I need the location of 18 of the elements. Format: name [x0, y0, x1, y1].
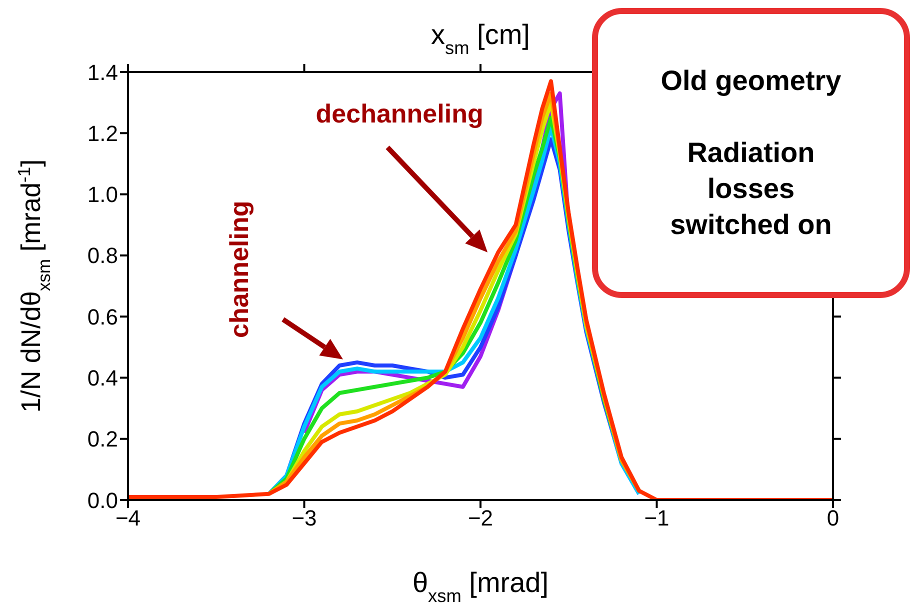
text: Old geometry Radiation losses switched on	[660, 65, 842, 240]
x-tick-label: −4	[115, 506, 141, 531]
y-tick-label: 1.0	[87, 182, 118, 208]
y-tick-label: 1.4	[87, 60, 118, 85]
x2-axis-title: x$_{sm}$ [cm]	[431, 19, 530, 58]
y-tick-label: 1.2	[87, 120, 118, 146]
annotation: channeling	[224, 200, 254, 338]
y-tick-label: 0.0	[87, 488, 118, 513]
x-axis-title: θ$_{xsm}$ [mrad]	[412, 567, 549, 606]
y-tick-label: 0.8	[87, 243, 118, 268]
x-tick-label: −1	[644, 506, 670, 531]
y-tick-label: 0.2	[87, 426, 118, 452]
y-tick-label: 0.6	[87, 304, 118, 330]
x-tick-label: 0	[826, 506, 840, 531]
x-tick-label: −2	[468, 506, 494, 531]
y-tick-label: 0.4	[87, 366, 118, 391]
x-tick-label: −3	[292, 506, 317, 531]
annotation: dechanneling	[316, 98, 484, 128]
